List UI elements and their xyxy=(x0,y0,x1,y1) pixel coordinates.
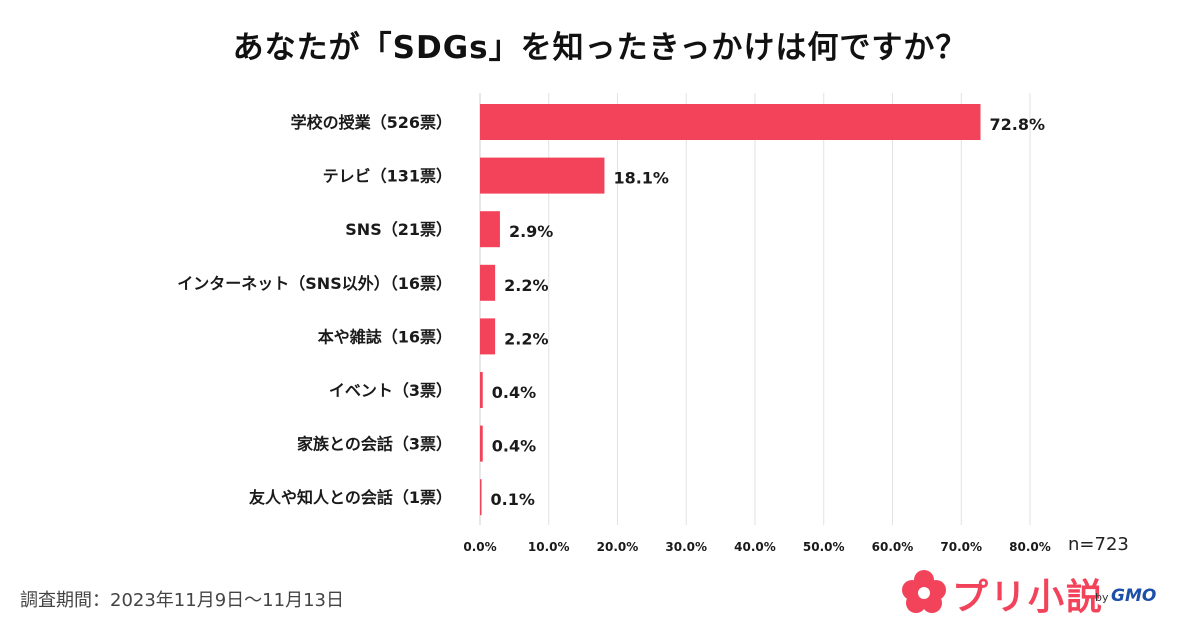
value-label: 72.8% xyxy=(990,115,1046,134)
sample-size-note: n=723 xyxy=(1068,534,1129,555)
x-tick-label: 70.0% xyxy=(940,540,982,554)
bar xyxy=(480,157,605,194)
x-tick-label: 0.0% xyxy=(463,540,496,554)
category-label: テレビ（131票） xyxy=(323,167,452,186)
logo-by: by xyxy=(1095,591,1109,604)
value-label: 0.4% xyxy=(492,383,536,402)
bar xyxy=(480,211,500,248)
survey-period: 調査期間：2023年11月9日〜11月13日 xyxy=(20,590,344,611)
value-label: 18.1% xyxy=(613,169,669,188)
x-tick-label: 50.0% xyxy=(803,540,845,554)
x-tick-label: 80.0% xyxy=(1009,540,1051,554)
bar xyxy=(480,372,483,408)
x-tick-label: 10.0% xyxy=(528,540,570,554)
x-tick-label: 30.0% xyxy=(665,540,707,554)
chart-title: あなたが「SDGs」を知ったきっかけは何ですか？ xyxy=(232,30,968,66)
bar xyxy=(480,318,496,355)
flower-icon xyxy=(902,570,946,613)
x-tick-label: 40.0% xyxy=(734,540,776,554)
value-label: 0.4% xyxy=(492,437,536,456)
category-label: インターネット（SNS以外）（16票） xyxy=(177,274,452,293)
x-tick-label: 60.0% xyxy=(872,540,914,554)
logo-company: GMO xyxy=(1111,586,1157,606)
category-label: イベント（3票） xyxy=(329,381,452,400)
value-label: 2.9% xyxy=(509,222,553,241)
bar xyxy=(480,479,482,516)
bar xyxy=(480,264,496,301)
category-label: SNS（21票） xyxy=(345,220,452,239)
category-label: 本や雑誌（16票） xyxy=(318,327,452,346)
x-tick-label: 20.0% xyxy=(597,540,639,554)
category-label: 家族との会話（3票） xyxy=(297,435,452,454)
value-label: 0.1% xyxy=(491,490,535,509)
bar xyxy=(480,104,981,140)
brand-logo[interactable]: プリ小説 by GMO xyxy=(900,566,1190,618)
logo-text: プリ小説 xyxy=(952,577,1105,618)
value-label: 2.2% xyxy=(504,276,548,295)
bar xyxy=(480,425,483,462)
category-label: 友人や知人との会話（1票） xyxy=(249,488,452,507)
value-label: 2.2% xyxy=(504,329,548,348)
category-label: 学校の授業（526票） xyxy=(291,113,452,132)
